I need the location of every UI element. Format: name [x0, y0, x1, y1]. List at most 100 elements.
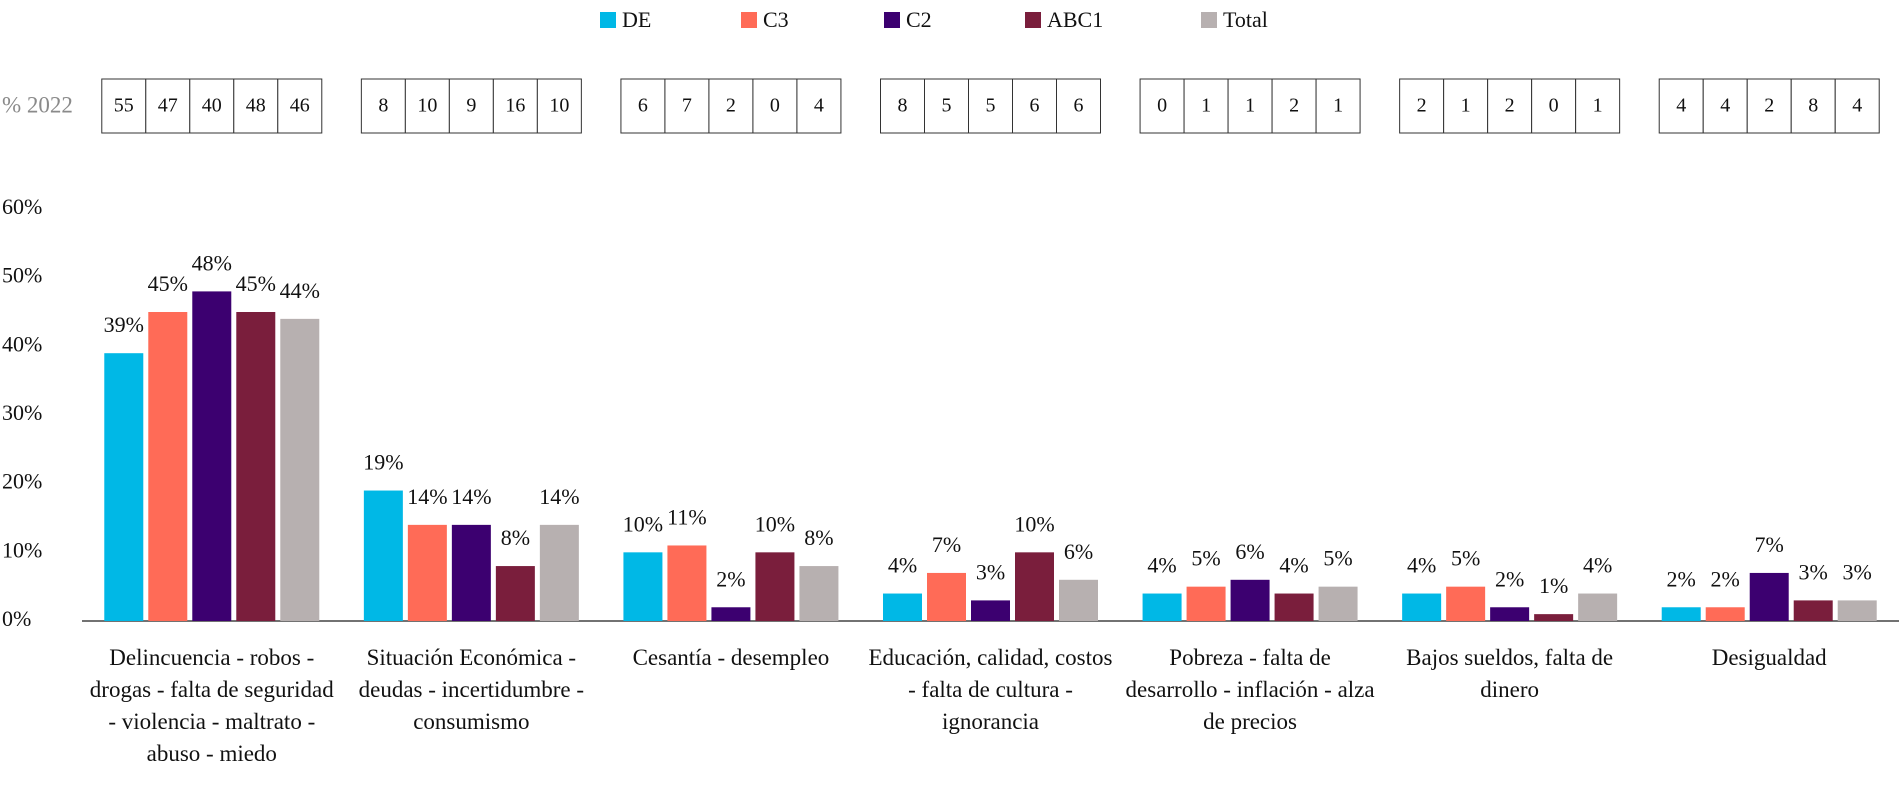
bar — [451, 524, 491, 621]
table-value: 46 — [290, 95, 310, 117]
table-value: 0 — [1157, 95, 1167, 117]
table-cell — [448, 78, 494, 134]
bar — [495, 566, 535, 621]
table-value: 40 — [202, 95, 222, 117]
data-label: 14% — [407, 484, 447, 509]
table-value: 1 — [1201, 95, 1211, 117]
bar — [407, 524, 447, 621]
table-value: 16 — [505, 95, 525, 117]
table-cell — [1443, 78, 1489, 134]
table-cell — [1139, 78, 1185, 134]
data-label: 4% — [1279, 553, 1308, 578]
bar — [927, 572, 966, 621]
table-value: 6 — [1030, 95, 1040, 117]
table-cell — [1056, 78, 1101, 134]
table-value: 0 — [1549, 95, 1559, 117]
x-tick-label: Educación, calidad, costos - falta de cu… — [868, 645, 1113, 734]
table-cell — [101, 78, 147, 134]
table-value: 5 — [986, 95, 996, 117]
data-label: 10% — [1014, 511, 1054, 536]
table-cell — [880, 78, 925, 134]
data-label: 48% — [192, 250, 232, 275]
table-cell — [1271, 78, 1317, 134]
data-label: 19% — [363, 450, 403, 475]
data-label: 4% — [1147, 553, 1176, 578]
table-value: 1 — [1461, 95, 1471, 117]
legend-swatch — [1201, 12, 1217, 28]
data-label: 2% — [1495, 566, 1524, 591]
bar — [971, 600, 1010, 621]
table-value: 55 — [114, 95, 134, 117]
data-label: 3% — [1843, 559, 1872, 584]
table-cell — [1531, 78, 1577, 134]
legend-swatch — [884, 12, 900, 28]
bar — [711, 607, 751, 621]
bar — [1578, 593, 1618, 621]
table-cell — [1658, 78, 1704, 134]
bar — [1837, 600, 1877, 621]
data-label: 44% — [280, 278, 320, 303]
table-value: 4 — [1676, 95, 1686, 117]
y-tick-label: 60% — [2, 194, 42, 219]
bar — [883, 593, 922, 621]
data-label: 39% — [104, 312, 144, 337]
bar — [1661, 607, 1701, 621]
bar — [236, 312, 276, 621]
y-tick-label: 10% — [2, 537, 42, 562]
y-tick-label: 40% — [2, 331, 42, 356]
table-cell — [1746, 78, 1792, 134]
data-label: 7% — [932, 532, 961, 557]
table-cell — [1399, 78, 1445, 134]
x-tick-label: Delincuencia - robos - drogas - falta de… — [89, 645, 334, 766]
table-value: 47 — [158, 95, 178, 117]
legend-label: Total — [1223, 7, 1268, 32]
table-value: 6 — [1074, 95, 1084, 117]
bar — [192, 291, 232, 621]
data-label: 3% — [1799, 559, 1828, 584]
table-value: 2 — [726, 95, 736, 117]
data-label: 10% — [755, 511, 795, 536]
bar — [1749, 572, 1789, 621]
y-tick-label: 30% — [2, 400, 42, 425]
legend-label: ABC1 — [1047, 7, 1103, 32]
data-label: 45% — [148, 271, 188, 296]
table-value: 4 — [1852, 95, 1862, 117]
data-label: 8% — [501, 525, 530, 550]
table-value: 0 — [770, 95, 780, 117]
x-tick-label: Pobreza - falta de desarrollo - inflació… — [1125, 645, 1375, 734]
table-value: 9 — [466, 95, 476, 117]
table-label: % 2022 — [2, 92, 73, 117]
bar — [1534, 614, 1574, 621]
bar — [1490, 607, 1530, 621]
bar — [104, 353, 144, 621]
table-value: 2 — [1505, 95, 1515, 117]
table-value: 1 — [1593, 95, 1603, 117]
y-tick-label: 0% — [2, 606, 31, 631]
table-value: 4 — [814, 95, 824, 117]
data-label: 14% — [539, 484, 579, 509]
bar — [1318, 586, 1358, 621]
bar — [1793, 600, 1833, 621]
y-tick-label: 20% — [2, 469, 42, 494]
table-cell — [277, 78, 323, 134]
table-cell — [664, 78, 710, 134]
data-label: 2% — [716, 566, 745, 591]
legend-swatch — [600, 12, 616, 28]
data-label: 4% — [1407, 553, 1436, 578]
data-label: 2% — [1711, 566, 1740, 591]
table-cell — [752, 78, 798, 134]
table-cell — [1575, 78, 1621, 134]
bar — [1446, 586, 1486, 621]
x-tick-label: Cesantía - desempleo — [632, 645, 830, 670]
bar — [1186, 586, 1226, 621]
bar — [1705, 607, 1745, 621]
data-label: 5% — [1451, 546, 1480, 571]
table-cell — [1315, 78, 1361, 134]
table-value: 48 — [246, 95, 266, 117]
data-label: 5% — [1323, 546, 1352, 571]
table-cell — [536, 78, 582, 134]
x-tick-label: Desigualdad — [1711, 645, 1827, 670]
data-label: 8% — [804, 525, 833, 550]
table-value: 1 — [1245, 95, 1255, 117]
bar — [363, 490, 403, 621]
